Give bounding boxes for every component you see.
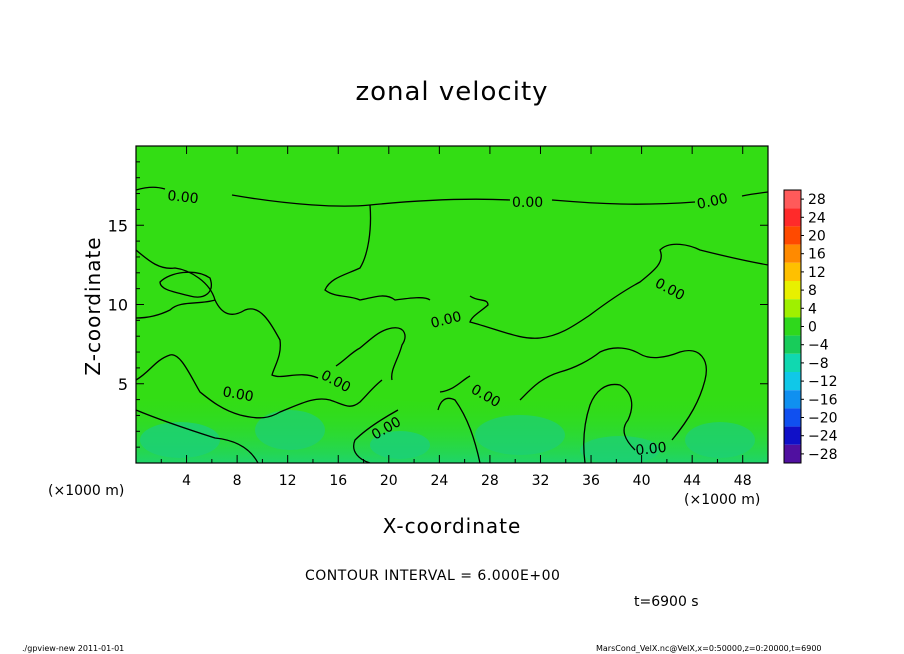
time-label: t=6900 s <box>634 594 699 610</box>
x-tick-label: 36 <box>582 473 600 489</box>
y-tick-label: 10 <box>108 296 128 315</box>
colorbar-label: 0 <box>808 320 817 336</box>
colorbar-swatch <box>784 372 801 391</box>
x-unit-label-right: (×1000 m) <box>684 492 761 508</box>
x-tick-label: 16 <box>329 473 347 489</box>
colorbar-label: 12 <box>808 265 826 281</box>
x-tick-label: 4 <box>182 473 191 489</box>
colorbar-swatch <box>784 408 801 427</box>
x-tick-label: 40 <box>633 473 651 489</box>
x-tick-label: 12 <box>279 473 297 489</box>
colorbar-label: −16 <box>808 392 838 408</box>
colorbar-swatch <box>784 444 801 463</box>
footer-left: ./gpview-new 2011-01-01 <box>22 644 125 653</box>
colorbar-swatch <box>784 244 801 263</box>
colorbar-label: 20 <box>808 229 826 245</box>
contour-right <box>439 347 707 463</box>
x-unit-label-left: (×1000 m) <box>48 483 125 499</box>
x-axis-label: X-coordinate <box>382 514 522 538</box>
colorbar-label: 24 <box>808 210 826 226</box>
colorbar-label: −8 <box>808 356 829 372</box>
footer-right: MarsCond_VelX.nc@VelX,x=0:50000,z=0:2000… <box>596 644 822 653</box>
colorbar-swatch <box>784 390 801 409</box>
contour-lines <box>136 186 768 463</box>
colorbar-label: −12 <box>808 374 838 390</box>
y-tick-label: 5 <box>118 375 128 394</box>
contour-label: 0.00 <box>635 440 668 459</box>
colorbar-swatch <box>784 426 801 445</box>
colorbar-swatch <box>784 299 801 318</box>
colorbar-swatch <box>784 281 801 300</box>
colorbar-swatch <box>784 190 801 209</box>
colorbar-label: 28 <box>808 192 826 208</box>
contour-interval: CONTOUR INTERVAL = 6.000E+00 <box>305 568 561 584</box>
contour-lower <box>136 354 399 463</box>
contour-label: 0.00 <box>696 191 730 213</box>
field-lower-layer <box>136 392 768 463</box>
contour-label: 0.00 <box>512 195 543 211</box>
contour-bottom <box>136 397 481 463</box>
x-tick-label: 48 <box>734 473 752 489</box>
contour-blob <box>159 271 212 298</box>
contour-label: 0.00 <box>429 309 463 332</box>
colorbar-label: −28 <box>808 447 838 463</box>
y-axis-label: Z-coordinate <box>81 236 105 376</box>
y-tick-label: 15 <box>108 216 128 235</box>
x-tick-label: 28 <box>481 473 499 489</box>
x-axis-ticks: 4 8 12 16 20 24 28 32 36 40 44 48 <box>160 146 752 489</box>
contour-lower2 <box>214 299 406 381</box>
colorbar-label: −20 <box>808 411 838 427</box>
colorbar-label: 8 <box>808 283 817 299</box>
colorbar-label: 4 <box>808 301 817 317</box>
x-tick-label: 44 <box>683 473 701 489</box>
colorbar-swatch <box>784 262 801 281</box>
x-tick-label: 8 <box>233 473 242 489</box>
colorbar-label: −4 <box>808 338 829 354</box>
y-axis-ticks: 5 10 15 <box>108 161 768 448</box>
x-tick-label: 20 <box>380 473 398 489</box>
colorbar-label: −24 <box>808 429 838 445</box>
contour-center <box>324 204 768 339</box>
colorbar-swatch <box>784 226 801 245</box>
colorbar-swatch <box>784 208 801 227</box>
colorbar-swatch <box>784 317 801 336</box>
colorbar-swatch <box>784 353 801 372</box>
colorbar-label: 16 <box>808 247 826 263</box>
x-tick-label: 24 <box>430 473 448 489</box>
colorbar: 28 24 20 16 12 8 4 0 −4 −8 −12 −16 −20 −24 −28 <box>783 189 838 464</box>
x-tick-label: 32 <box>532 473 550 489</box>
contour-label: 0.00 <box>221 384 254 405</box>
colorbar-swatch <box>784 335 801 354</box>
contour-label: 0.00 <box>167 188 200 207</box>
chart-title: zonal velocity <box>355 77 549 107</box>
